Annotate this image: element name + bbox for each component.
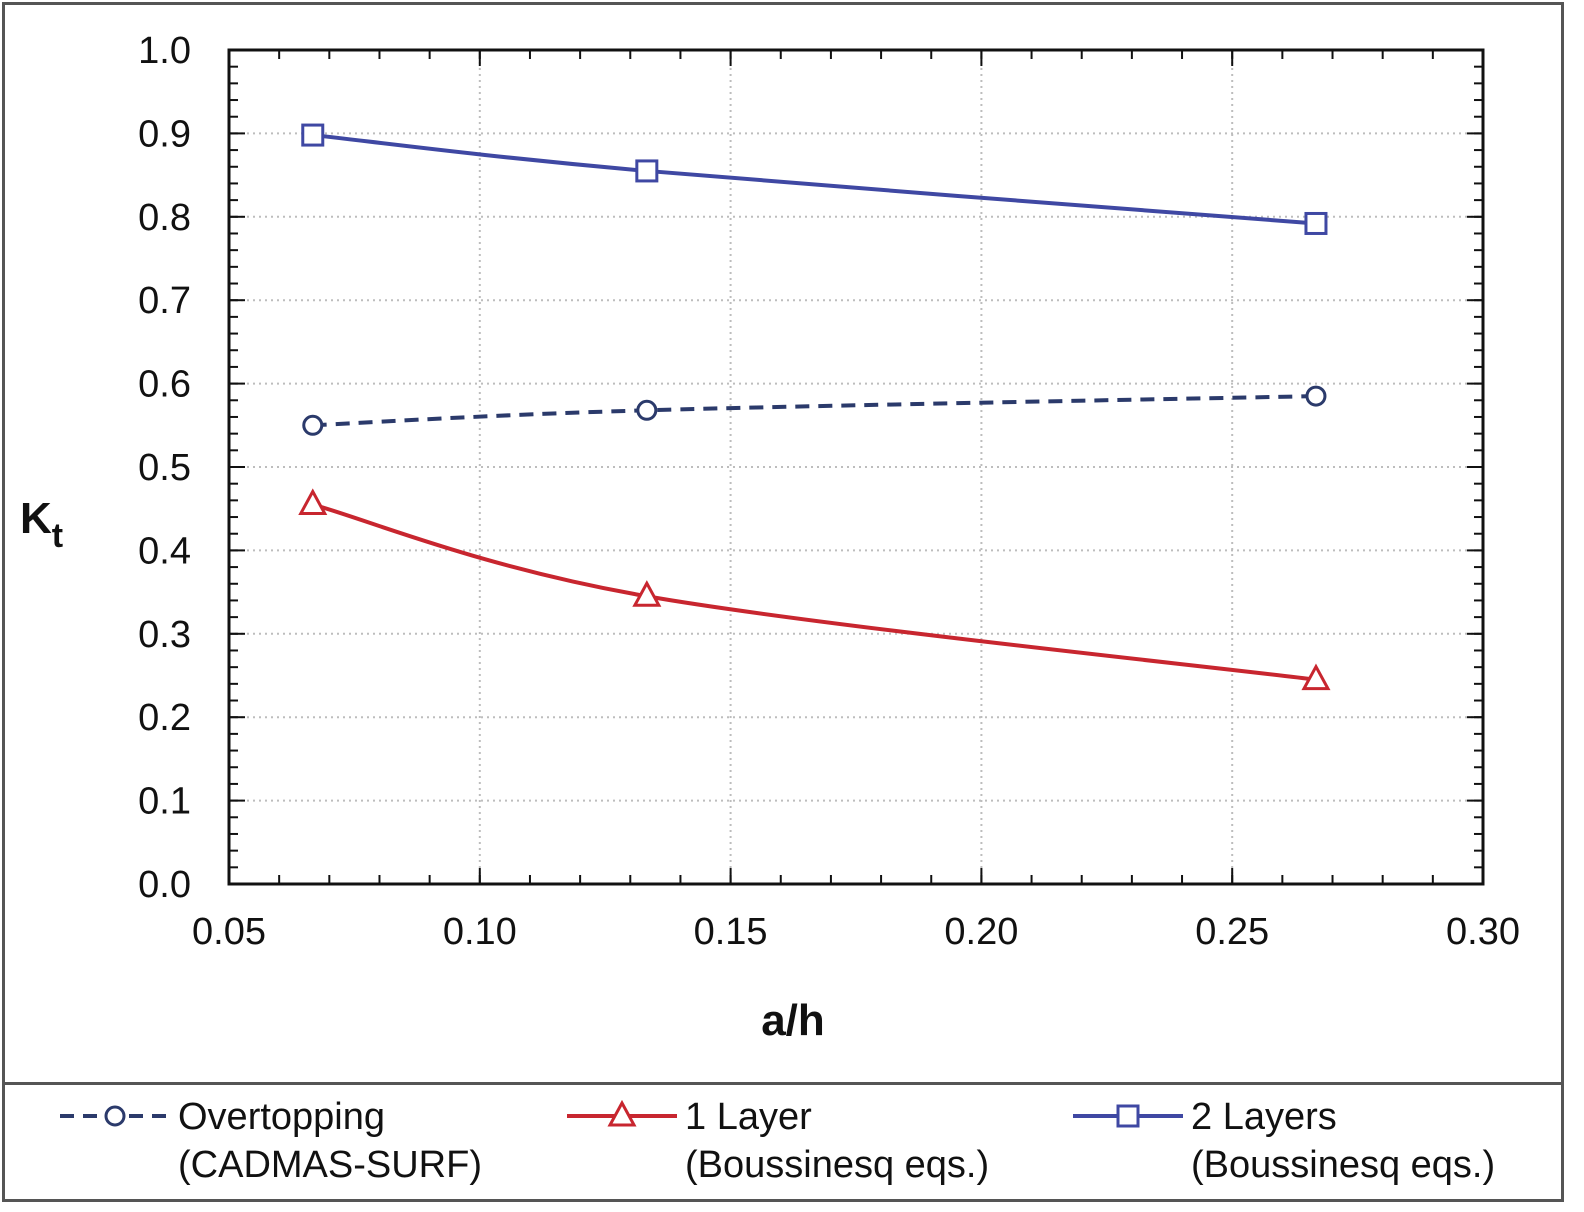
y-axis-title-subscript: t — [52, 517, 63, 555]
legend-marker-square — [1116, 1104, 1140, 1128]
legend-item-1: Overtopping (CADMAS-SURF) — [60, 1096, 482, 1186]
series-1 — [302, 385, 1327, 436]
y-tick-label: 0.6 — [138, 364, 191, 406]
data-point-triangle — [632, 580, 662, 607]
legend-item-3: 2 Layers (Boussinesq eqs.) — [1073, 1096, 1495, 1186]
y-tick-label: 0.4 — [138, 530, 191, 572]
x-tick-label: 0.30 — [1446, 911, 1520, 953]
legend-label: Overtopping — [178, 1096, 385, 1138]
series-group — [298, 123, 1331, 691]
data-point-circle — [636, 399, 658, 421]
legend-item-2: 1 Layer (Boussinesq eqs.) — [567, 1096, 989, 1186]
series-2 — [298, 488, 1331, 691]
legend-label-line2: (CADMAS-SURF) — [178, 1144, 482, 1186]
y-tick-label: 0.5 — [138, 447, 191, 489]
legend-label: 2 Layers — [1191, 1096, 1337, 1138]
y-tick-label: 0.7 — [138, 280, 191, 322]
chart-frame — [2, 2, 1564, 1202]
y-tick-label: 0.3 — [138, 614, 191, 656]
tick-labels: 0.05 0.10 0.15 0.20 0.25 0.30 0.0 0.1 0.2 0.3 0.4 0… — [138, 30, 1520, 953]
data-point-circle — [1305, 385, 1327, 407]
data-point-triangle — [1301, 663, 1331, 691]
legend-label: 1 Layer — [685, 1096, 812, 1138]
series-line — [312, 133, 1317, 226]
series-line — [312, 502, 1317, 682]
x-tick-label: 0.05 — [192, 911, 266, 953]
y-axis-title-main: K — [20, 494, 52, 543]
legend: Overtopping (CADMAS-SURF) 1 Layer (Boussine… — [60, 1096, 1495, 1186]
x-tick-label: 0.25 — [1195, 911, 1269, 953]
y-axis-title: Kt — [20, 494, 63, 555]
y-tick-label: 0.0 — [138, 864, 191, 906]
y-tick-label: 0.9 — [138, 113, 191, 155]
x-axis-title: a/h — [761, 996, 825, 1045]
y-tick-label: 0.8 — [138, 197, 191, 239]
data-point-triangle — [298, 488, 328, 516]
legend-label-line2: (Boussinesq eqs.) — [1191, 1144, 1495, 1186]
data-point-square — [635, 159, 659, 183]
data-point-square — [301, 123, 325, 147]
grid-lines — [229, 50, 1483, 884]
plot-area-border — [227, 48, 1485, 886]
minor-ticks — [228, 49, 1484, 885]
legend-marker-circle — [104, 1105, 126, 1127]
data-point-square — [1304, 211, 1328, 235]
data-point-circle — [302, 414, 324, 436]
y-tick-label: 0.1 — [138, 781, 191, 823]
y-tick-label: 1.0 — [138, 30, 191, 72]
series-line — [312, 394, 1317, 428]
x-tick-label: 0.10 — [443, 911, 517, 953]
legend-divider — [5, 1082, 1561, 1085]
x-tick-label: 0.20 — [944, 911, 1018, 953]
series-3 — [301, 123, 1328, 235]
y-tick-label: 0.2 — [138, 697, 191, 739]
legend-label-line2: (Boussinesq eqs.) — [685, 1144, 989, 1186]
legend-marker-triangle — [607, 1099, 637, 1127]
x-tick-label: 0.15 — [694, 911, 768, 953]
